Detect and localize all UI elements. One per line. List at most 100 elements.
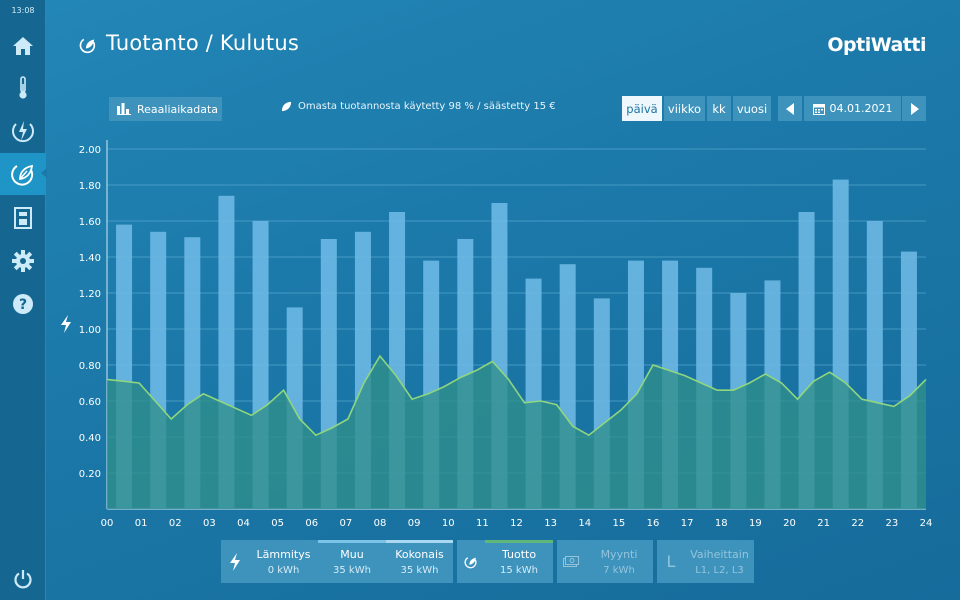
sidebar-item-temperature[interactable] <box>0 68 46 108</box>
production-legend: Tuotto 15 kWh <box>457 540 553 583</box>
legend-sales-label: Myynti <box>600 548 638 561</box>
production-line <box>106 354 927 437</box>
next-date-button[interactable] <box>902 96 926 121</box>
legend-sales-value: 7 kWh <box>603 565 635 576</box>
home-icon <box>13 37 33 55</box>
lightning-icon <box>12 121 34 143</box>
device-panel-icon <box>14 207 32 229</box>
legend-other-value: 35 kWh <box>333 565 371 576</box>
tab-year[interactable]: vuosi <box>733 96 771 121</box>
realtime-data-button[interactable]: Reaaliaikadata <box>109 97 222 121</box>
x-tick-label: 21 <box>817 518 830 529</box>
legend-phases[interactable]: Vaiheittain L1, L2, L3 <box>685 540 754 583</box>
sidebar-item-home[interactable] <box>0 26 46 66</box>
brand-logo: OptiWatti <box>827 34 926 56</box>
legend-production-value: 15 kWh <box>500 565 538 576</box>
money-legend <box>557 540 585 583</box>
x-tick-label: 06 <box>305 518 318 529</box>
legend-other-indicator <box>318 540 386 543</box>
y-tick-label: 1.20 <box>79 289 101 300</box>
lightning-legend <box>221 540 249 583</box>
lightning-icon <box>230 552 240 571</box>
chevron-left-icon <box>785 102 794 115</box>
page-title: Tuotanto / Kulutus <box>106 31 299 55</box>
legend-other-label: Muu <box>340 548 364 561</box>
sales-legend: Myynti 7 kWh <box>557 540 653 583</box>
x-tick-label: 03 <box>203 518 216 529</box>
legend-total[interactable]: Kokonais 35 kWh <box>386 540 453 583</box>
legend-total-value: 35 kWh <box>400 565 439 576</box>
legend-total-label: Kokonais <box>395 548 444 561</box>
tab-day[interactable]: päivä <box>622 96 662 121</box>
sidebar-item-devices[interactable] <box>0 198 46 238</box>
y-tick-label: 0.80 <box>79 361 101 372</box>
y-tick-label: 0.40 <box>79 433 101 444</box>
y-tick-label: 0.20 <box>79 469 101 480</box>
x-tick-label: 00 <box>101 518 114 529</box>
x-tick-label: 16 <box>647 518 660 529</box>
help-icon: ? <box>13 294 33 314</box>
legend-production-label: Tuotto <box>501 548 537 561</box>
consumption-legend: Lämmitys 0 kWh Muu 35 kWh Kokonais 35 kW… <box>221 540 453 583</box>
production-area <box>107 356 926 509</box>
svg-text:?: ? <box>19 297 27 313</box>
x-tick-label: 18 <box>715 518 728 529</box>
thermometer-icon <box>19 76 27 99</box>
legend-production[interactable]: Tuotto 15 kWh <box>485 540 553 583</box>
phases-legend: L Vaiheittain L1, L2, L3 <box>657 540 754 583</box>
legend-total-indicator <box>386 540 453 543</box>
x-tick-label: 10 <box>442 518 455 529</box>
legend-phases-value: L1, L2, L3 <box>695 565 744 576</box>
phase-letter-icon: L <box>666 552 676 571</box>
calendar-icon <box>812 103 825 115</box>
power-icon <box>14 570 32 589</box>
savings-info: Omasta tuotannosta käytetty 98 % / sääst… <box>281 101 556 112</box>
realtime-data-label: Reaaliaikadata <box>137 102 219 116</box>
power-button[interactable] <box>0 559 46 599</box>
y-tick-label: 1.60 <box>79 217 101 228</box>
lightning-icon <box>61 315 71 333</box>
tab-month[interactable]: kk <box>707 96 731 121</box>
legend-heating[interactable]: Lämmitys 0 kWh <box>249 540 318 583</box>
x-tick-label: 04 <box>237 518 250 529</box>
x-tick-label: 15 <box>613 518 626 529</box>
legend-other[interactable]: Muu 35 kWh <box>318 540 386 583</box>
x-tick-label: 05 <box>271 518 284 529</box>
x-tick-label: 13 <box>544 518 557 529</box>
x-tick-label: 23 <box>886 518 899 529</box>
y-tick-label: 1.00 <box>79 325 101 336</box>
legend-heating-label: Lämmitys <box>256 548 311 561</box>
legend-phases-label: Vaiheittain <box>690 548 749 561</box>
leaf-icon <box>11 164 34 186</box>
x-tick-label: 22 <box>851 518 864 529</box>
y-tick-label: 0.60 <box>79 397 101 408</box>
sidebar-item-production-consumption[interactable] <box>0 153 47 195</box>
x-tick-label: 19 <box>749 518 762 529</box>
y-tick-label: 1.80 <box>79 181 101 192</box>
date-picker[interactable]: 04.01.2021 <box>804 96 901 121</box>
tab-week[interactable]: viikko <box>664 96 705 121</box>
x-tick-label: 20 <box>783 518 796 529</box>
leaf-legend <box>457 540 485 583</box>
selected-date: 04.01.2021 <box>829 102 893 115</box>
x-tick-label: 12 <box>510 518 523 529</box>
leaf-icon <box>464 556 477 568</box>
leaf-icon <box>281 101 292 112</box>
gear-icon <box>12 250 34 272</box>
sidebar-item-settings[interactable] <box>0 241 46 281</box>
leaf-icon <box>79 38 96 54</box>
x-tick-label: 14 <box>578 518 591 529</box>
sidebar-item-help[interactable]: ? <box>0 284 46 324</box>
sidebar-item-energy[interactable] <box>0 111 46 151</box>
y-tick-label: 1.40 <box>79 253 101 264</box>
legend-sales[interactable]: Myynti 7 kWh <box>585 540 653 583</box>
x-tick-label: 17 <box>681 518 694 529</box>
x-tick-label: 01 <box>135 518 148 529</box>
money-icon <box>563 555 579 567</box>
x-tick-label: 02 <box>169 518 182 529</box>
status-time: 13:08 <box>11 6 35 15</box>
chevron-right-icon <box>910 102 919 115</box>
sidebar: 13:08 ? <box>0 0 47 600</box>
previous-date-button[interactable] <box>778 96 802 121</box>
